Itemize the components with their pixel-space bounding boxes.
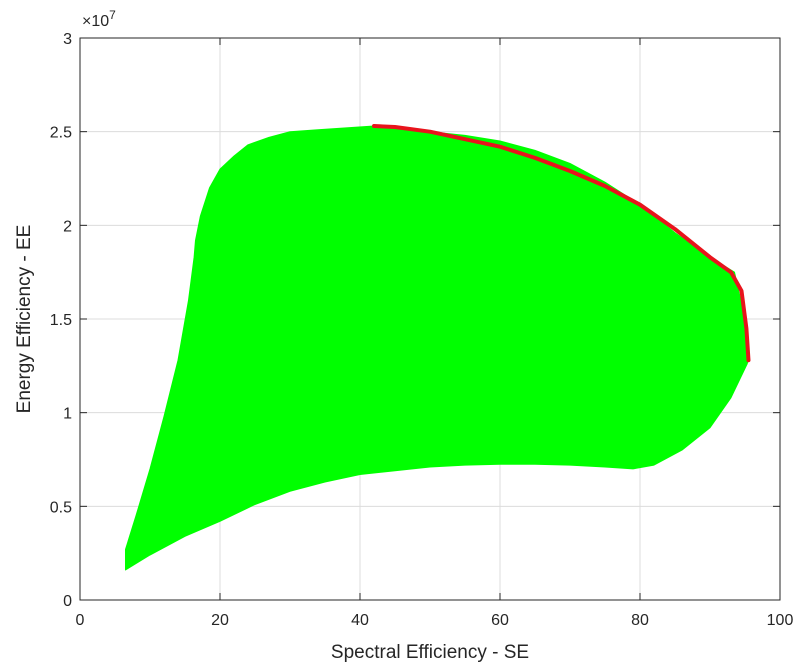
y-exponent-label: ×107 (82, 8, 116, 30)
y-exponent-base: ×10 (82, 13, 109, 30)
pareto-front-line (372, 124, 751, 363)
x-tick-label: 40 (351, 612, 369, 629)
y-tick-label: 2 (63, 218, 72, 235)
x-tick-label: 60 (491, 612, 509, 629)
tick-labels: 0 20 40 60 80 100 0 0.5 1 1.5 2 2.5 3 (50, 31, 794, 629)
y-axis-label: Energy Efficiency - EE (14, 225, 35, 414)
y-exponent-power: 7 (109, 8, 116, 22)
ticks (79, 37, 781, 601)
y-tick-label: 1 (63, 406, 72, 423)
y-tick-label: 0 (63, 593, 72, 610)
y-tick-label: 2.5 (50, 125, 72, 142)
x-tick-label: 20 (211, 612, 229, 629)
x-axis-label: Spectral Efficiency - SE (331, 642, 529, 663)
x-tick-label: 100 (767, 612, 794, 629)
y-tick-label: 0.5 (50, 499, 72, 516)
x-tick-label: 0 (76, 612, 85, 629)
y-tick-label: 3 (63, 31, 72, 48)
y-tick-label: 1.5 (50, 312, 72, 329)
x-tick-label: 80 (631, 612, 649, 629)
data-layer (125, 124, 751, 571)
